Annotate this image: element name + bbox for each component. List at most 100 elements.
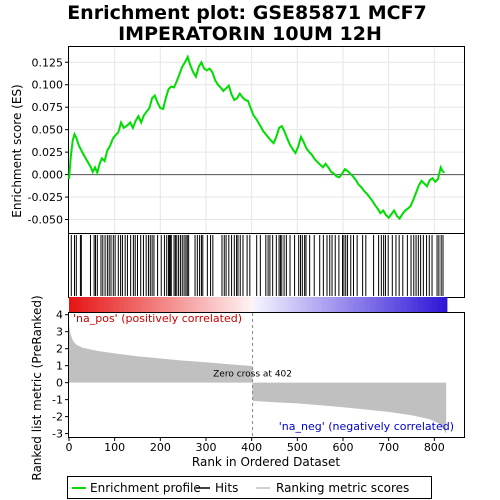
heat-bar-segment (69, 297, 72, 312)
es-y-tick-label: 0.000 (32, 169, 64, 182)
es-y-tick-label: 0.100 (32, 79, 64, 92)
x-tick-label: 100 (104, 441, 125, 454)
heat-bar-segment (184, 297, 187, 312)
heat-bar-segment (251, 297, 254, 312)
heat-bar-segment (176, 297, 179, 312)
heat-bar-segment (127, 297, 130, 312)
x-tick-label: 400 (241, 441, 262, 454)
heat-bar-segment (105, 297, 108, 312)
heat-bar-segment (352, 297, 355, 312)
heat-bar-segment (399, 297, 402, 312)
heat-bar-segment (121, 297, 125, 312)
heat-bar-segment (295, 297, 298, 312)
ranking-heat-bar (69, 297, 448, 312)
heat-bar-segment (353, 297, 357, 312)
heat-bar-segment (163, 297, 167, 312)
heat-bar-segment (260, 297, 263, 312)
rank-y-axis-label: Ranked list metric (PreRanked) (30, 295, 44, 480)
heat-bar-segment (195, 297, 198, 312)
ranking-metric-area (69, 324, 447, 434)
heat-bar-segment (233, 297, 236, 312)
heat-bar-segment (207, 297, 210, 312)
heat-bar-segment (198, 297, 201, 312)
heat-bar-segment (417, 297, 421, 312)
es-y-tick-label: 0.050 (32, 124, 64, 137)
legend-frame (67, 476, 432, 499)
rank-x-ticks: 0 100 200 300 400 500 600 700 800 (66, 437, 445, 454)
heat-bar-segment (436, 297, 439, 312)
heat-bar-segment (335, 297, 338, 312)
heat-bar-segment (153, 297, 156, 312)
heat-bar-segment (142, 297, 145, 312)
heat-bar-segment (432, 297, 435, 312)
chart-title-line-1: Enrichment plot: GSE85871 MCF7 (67, 2, 427, 24)
heat-bar-segment (248, 297, 251, 312)
heat-bar-segment (322, 297, 326, 312)
heat-bar-segment (132, 297, 136, 312)
heat-bar-segment (83, 297, 86, 312)
hits-frame (68, 233, 465, 298)
heat-bar-segment (238, 297, 241, 312)
heat-bar-segment (249, 297, 252, 312)
heat-bar-segment (185, 297, 189, 312)
rank-y-tick-label: 4 (56, 309, 63, 322)
heat-bar-segment (227, 297, 231, 312)
heat-bar-segment (445, 297, 448, 312)
heat-bar-segment (193, 297, 196, 312)
rank-y-tick-label: -3 (52, 428, 63, 441)
heat-bar-segment (134, 297, 137, 312)
heat-bar-segment (357, 297, 360, 312)
heat-bar-segment (337, 297, 340, 312)
heat-bar-segment (427, 297, 430, 312)
heat-bar-segment (377, 297, 380, 312)
heat-bar-segment (370, 297, 373, 312)
heat-bar-segment (315, 297, 318, 312)
heat-bar-segment (89, 297, 92, 312)
heat-bar-segment (72, 297, 75, 312)
heat-bar-segment (437, 297, 441, 312)
es-y-tick-label: 0.025 (32, 146, 64, 159)
es-grid (69, 47, 464, 233)
heat-bar-segment (178, 297, 181, 312)
heat-bar-segment (173, 297, 176, 312)
heat-bar-segment (405, 297, 408, 312)
heat-bar-segment (383, 297, 386, 312)
heat-bar-segment (94, 297, 97, 312)
chart-title-line-2: IMPERATORIN 10UM 12H (118, 23, 382, 45)
heat-bar-segment (125, 297, 128, 312)
heat-bar-segment (107, 297, 110, 312)
heat-bar-segment (246, 297, 249, 312)
heat-bar-segment (388, 297, 391, 312)
heat-bar-segment (96, 297, 99, 312)
heat-bar-segment (300, 297, 304, 312)
heat-bar-segment (129, 297, 132, 312)
heat-bar-segment (226, 297, 229, 312)
heat-bar-segment (118, 297, 121, 312)
heat-bar-segment (187, 297, 190, 312)
heat-bar-segment (215, 297, 218, 312)
heat-bar-segment (180, 297, 183, 312)
positive-correlated-label: 'na_pos' (positively correlated) (73, 312, 242, 325)
heat-bar-segment (266, 297, 269, 312)
heat-bar-segment (156, 297, 159, 312)
heat-bar-segment (131, 297, 134, 312)
heat-bar-segment (284, 297, 287, 312)
heat-bar-segment (123, 297, 126, 312)
heat-bar-segment (167, 297, 170, 312)
rank-y-tick-label: 0 (56, 377, 63, 390)
rank-y-ticks: 4 3 2 1 0 -1 -2 -3 (52, 309, 69, 441)
heat-bar-segment (441, 297, 444, 312)
heat-bar-segment (386, 297, 389, 312)
es-plot-frame (68, 46, 465, 234)
heat-bar-segment (85, 297, 88, 312)
heat-bar-segment (138, 297, 141, 312)
x-tick-label: 500 (287, 441, 308, 454)
es-y-tick-label: -0.025 (28, 191, 63, 204)
heat-bar-segment (394, 297, 397, 312)
es-y-tick-label: -0.050 (28, 214, 63, 227)
heat-bar-segment (372, 297, 375, 312)
heat-bar-segment (346, 297, 349, 312)
x-tick-label: 200 (150, 441, 171, 454)
heat-bar-segment (165, 297, 168, 312)
heat-bar-segment (76, 297, 79, 312)
